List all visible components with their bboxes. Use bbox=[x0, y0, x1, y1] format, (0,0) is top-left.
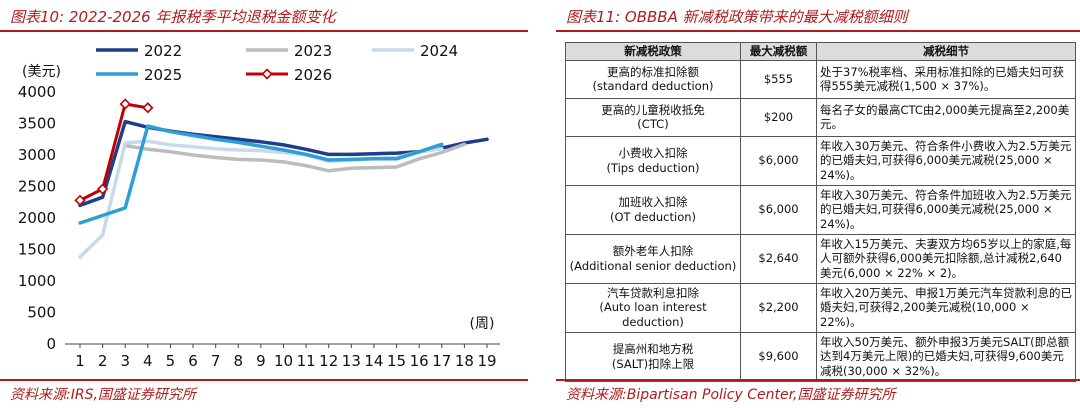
table-row: 加班收入扣除 (OT deduction) $6,000 年收入30万美元、符合… bbox=[565, 184, 1076, 235]
x-tick-label: 14 bbox=[364, 352, 383, 370]
y-axis-unit-label: (美元) bbox=[22, 64, 61, 80]
policy-cell: 小费收入扣除 (Tips deduction) bbox=[565, 135, 741, 186]
header-amount: 最大减税额 bbox=[740, 42, 817, 61]
table-header-row: 新减税政策 最大减税额 减税细节 bbox=[565, 42, 1076, 61]
table-row: 小费收入扣除 (Tips deduction) $6,000 年收入30万美元、… bbox=[565, 135, 1076, 186]
x-tick-label: 1 bbox=[75, 352, 85, 370]
detail-cell: 年收入20万美元、申报1万美元汽车贷款利息的已婚夫妇,可获得2,200美元减税(… bbox=[816, 282, 1076, 333]
table-title: 图表11: OBBBA 新减税政策带来的最大减税额细则 bbox=[566, 8, 908, 26]
legend-label-2026: 2026 bbox=[294, 66, 332, 84]
series-point-2026 bbox=[96, 183, 109, 195]
right-panel: 图表11: OBBBA 新减税政策带来的最大减税额细则 新减税政策 最大减税额 … bbox=[556, 0, 1080, 408]
y-tick-label: 2500 bbox=[18, 178, 56, 196]
table-source: 资料来源:Bipartisan Policy Center,国盛证券研究所 bbox=[566, 387, 896, 403]
amount-cell: $6,000 bbox=[740, 184, 817, 235]
legend-marker-2026 bbox=[261, 68, 273, 80]
legend-label-2022: 2022 bbox=[144, 42, 182, 60]
y-tick-label: 4000 bbox=[18, 83, 56, 101]
policy-cell: 汽车贷款利息扣除 (Auto loan interest deduction) bbox=[565, 282, 741, 333]
title-rule bbox=[0, 30, 528, 32]
series-point-2026 bbox=[142, 102, 154, 114]
y-tick-label: 1500 bbox=[18, 241, 56, 259]
detail-cell: 处于37%税率档、采用标准扣除的已婚夫妇可获得555美元减税(1,500 × 3… bbox=[816, 59, 1076, 99]
x-tick-label: 13 bbox=[342, 352, 361, 370]
policy-cell: 更高的儿童税收抵免 (CTC) bbox=[565, 97, 741, 137]
header-detail: 减税细节 bbox=[816, 42, 1076, 61]
y-tick-label: 1000 bbox=[18, 272, 56, 290]
detail-cell: 年收入15万美元、夫妻双方均65岁以上的家庭,每人可额外获得6,000美元扣除额… bbox=[816, 233, 1076, 284]
x-tick-label: 12 bbox=[319, 352, 338, 370]
deduction-table-wrap: 新减税政策 最大减税额 减税细节 更高的标准扣除额 (standard dedu… bbox=[565, 42, 1076, 382]
x-tick-label: 17 bbox=[432, 352, 451, 370]
left-panel: 图表10: 2022-2026 年报税季平均退税金额变化 (美元) 0 500 100… bbox=[0, 0, 528, 408]
x-tick-label: 11 bbox=[297, 352, 316, 370]
amount-cell: $2,640 bbox=[740, 233, 817, 284]
table-row: 汽车贷款利息扣除 (Auto loan interest deduction) … bbox=[565, 282, 1076, 333]
amount-cell: $9,600 bbox=[740, 331, 817, 382]
legend-label-2024: 2024 bbox=[420, 42, 458, 60]
source-rule bbox=[556, 379, 1080, 381]
x-tick-label: 15 bbox=[387, 352, 406, 370]
chart-title: 图表10: 2022-2026 年报税季平均退税金额变化 bbox=[10, 8, 336, 26]
title-rule bbox=[556, 30, 1080, 32]
x-tick-label: 2 bbox=[98, 352, 108, 370]
y-tick-label: 500 bbox=[27, 304, 56, 322]
legend-label-2025: 2025 bbox=[144, 66, 182, 84]
table-row: 提高州和地方税 (SALT)扣除上限 $9,600 年收入50万美元、额外申报3… bbox=[565, 331, 1076, 382]
x-tick-label: 5 bbox=[166, 352, 176, 370]
x-tick-label: 16 bbox=[410, 352, 429, 370]
amount-cell: $200 bbox=[740, 97, 817, 137]
header-policy: 新减税政策 bbox=[565, 42, 741, 61]
x-tick-label: 8 bbox=[234, 352, 244, 370]
series-point-2026 bbox=[74, 194, 86, 206]
amount-cell: $6,000 bbox=[740, 135, 817, 186]
x-tick-label: 7 bbox=[211, 352, 221, 370]
x-axis-unit-label: (周) bbox=[470, 316, 495, 332]
series-line-2023 bbox=[123, 142, 467, 173]
series-point-2026 bbox=[119, 98, 131, 110]
x-tick-label: 19 bbox=[477, 352, 496, 370]
detail-cell: 每名子女的最高CTC由2,000美元提高至2,200美元。 bbox=[816, 97, 1076, 137]
policy-cell: 提高州和地方税 (SALT)扣除上限 bbox=[565, 331, 741, 382]
series-line-2026 bbox=[78, 102, 150, 202]
amount-cell: $2,200 bbox=[740, 282, 817, 333]
detail-cell: 年收入30万美元、符合条件小费收入为2.5万美元的已婚夫妇,可获得6,000美元… bbox=[816, 135, 1076, 186]
x-tick-label: 18 bbox=[455, 352, 474, 370]
chart-source: 资料来源:IRS,国盛证券研究所 bbox=[10, 387, 196, 403]
x-tick-label: 3 bbox=[120, 352, 130, 370]
y-tick-label: 3500 bbox=[18, 115, 56, 133]
x-tick-label: 4 bbox=[143, 352, 153, 370]
table-row: 额外老年人扣除 (Additional senior deduction) $2… bbox=[565, 233, 1076, 284]
amount-cell: $555 bbox=[740, 59, 817, 99]
policy-cell: 加班收入扣除 (OT deduction) bbox=[565, 184, 741, 235]
policy-cell: 更高的标准扣除额 (standard deduction) bbox=[565, 59, 741, 99]
x-tick-label: 6 bbox=[188, 352, 198, 370]
table-row: 更高的标准扣除额 (standard deduction) $555 处于37%… bbox=[565, 59, 1076, 99]
y-tick-label: 2000 bbox=[18, 209, 56, 227]
y-tick-label: 3000 bbox=[18, 146, 56, 164]
legend-label-2023: 2023 bbox=[294, 42, 332, 60]
table-row: 更高的儿童税收抵免 (CTC) $200 每名子女的最高CTC由2,000美元提… bbox=[565, 97, 1076, 137]
detail-cell: 年收入50万美元、额外申报3万美元SALT(即总额达到4万美元上限)的已婚夫妇,… bbox=[816, 331, 1076, 382]
x-tick-label: 10 bbox=[274, 352, 293, 370]
x-tick-label: 9 bbox=[256, 352, 266, 370]
y-tick-label: 0 bbox=[46, 335, 56, 353]
series-line-2025 bbox=[78, 124, 444, 225]
policy-cell: 额外老年人扣除 (Additional senior deduction) bbox=[565, 233, 741, 284]
deduction-table: 新减税政策 最大减税额 减税细节 更高的标准扣除额 (standard dedu… bbox=[565, 42, 1076, 382]
source-rule bbox=[0, 379, 528, 381]
detail-cell: 年收入30万美元、符合条件加班收入为2.5万美元的已婚夫妇,可获得6,000美元… bbox=[816, 184, 1076, 235]
